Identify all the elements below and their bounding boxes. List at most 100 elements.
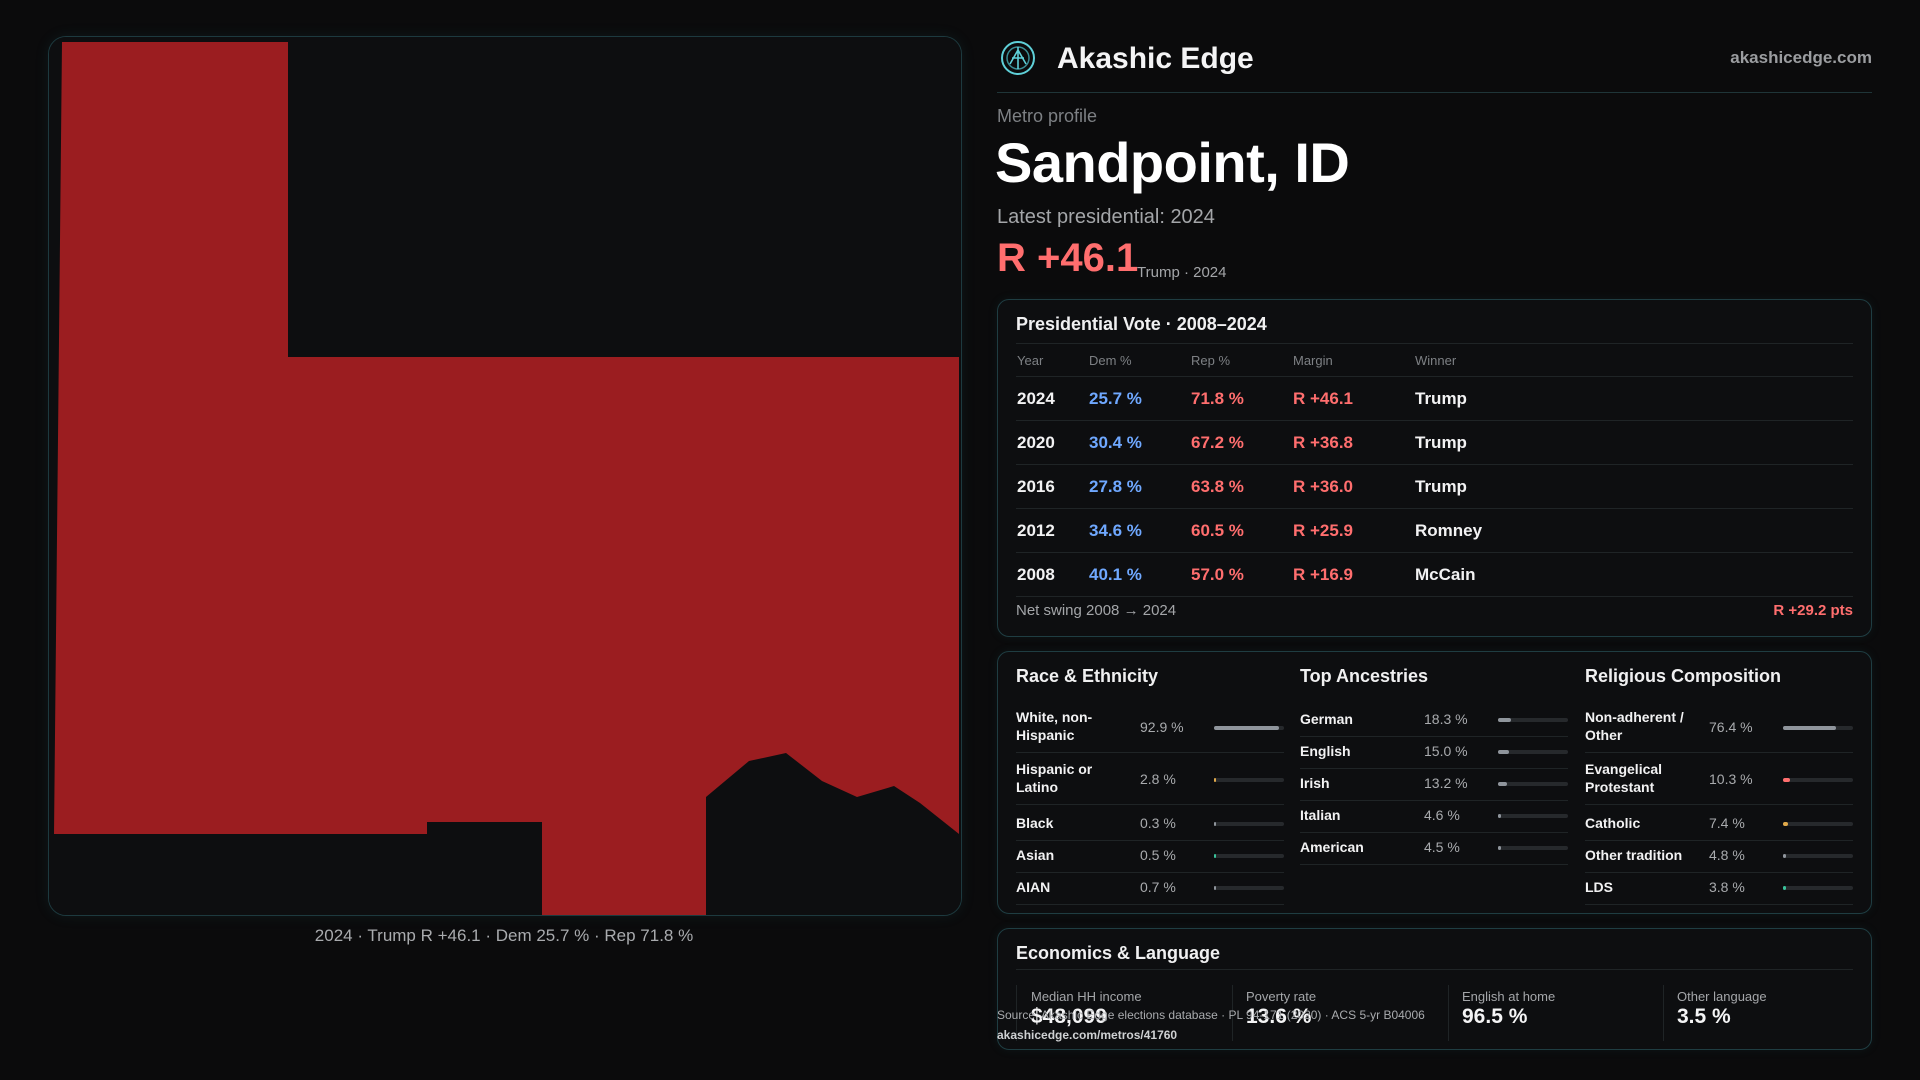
share-bar <box>1783 778 1853 782</box>
item-label: AIAN <box>1016 879 1051 895</box>
item-value: 4.5 % <box>1424 839 1460 855</box>
table-row: 2012 34.6 % 60.5 % R +25.9 Romney <box>1016 508 1853 553</box>
item-label: English <box>1300 743 1351 759</box>
share-bar <box>1214 854 1284 858</box>
page-title: Sandpoint, ID <box>995 131 1350 194</box>
list-item: AIAN 0.7 % <box>1016 872 1284 905</box>
item-label: Other tradition <box>1585 847 1683 863</box>
share-bar <box>1783 726 1853 730</box>
item-value: 3.8 % <box>1709 879 1745 895</box>
cell-year: 2012 <box>1016 508 1088 553</box>
stat-label: English at home <box>1462 989 1556 1004</box>
cell-winner: Trump <box>1414 464 1853 509</box>
map-caption: 2024 · Trump R +46.1 · Dem 25.7 % · Rep … <box>314 926 694 945</box>
table-row: 2008 40.1 % 57.0 % R +16.9 McCain <box>1016 552 1853 597</box>
share-bar <box>1498 718 1568 722</box>
net-swing-value: R +29.2 pts <box>1773 602 1853 619</box>
list-item: Evangelical Protestant 10.3 % <box>1585 756 1853 805</box>
share-bar-fill <box>1214 778 1216 782</box>
net-swing-label: Net swing 2008 → 2024 <box>1016 602 1177 619</box>
table-row: 2020 30.4 % 67.2 % R +36.8 Trump <box>1016 420 1853 465</box>
item-value: 18.3 % <box>1424 711 1468 727</box>
list-item: LDS 3.8 % <box>1585 872 1853 905</box>
akashic-edge-logo-icon <box>1001 41 1035 75</box>
item-label: Non-adherent / Other <box>1585 709 1684 743</box>
presidential-vote-card: Presidential Vote · 2008–2024 Year Dem %… <box>997 299 1872 637</box>
item-value: 0.7 % <box>1140 879 1176 895</box>
economics-card: Economics & Language Median HH income $4… <box>997 928 1872 1050</box>
cell-rep: 57.0 % <box>1190 552 1292 597</box>
item-label: Italian <box>1300 807 1341 823</box>
share-bar <box>1783 854 1853 858</box>
share-bar <box>1783 886 1853 890</box>
list-item: German 18.3 % <box>1300 704 1568 737</box>
cell-dem: 30.4 % <box>1088 420 1190 465</box>
brand-url-link[interactable]: akashicedge.com <box>1730 48 1872 67</box>
share-bar <box>1498 814 1568 818</box>
cell-margin: R +36.0 <box>1292 464 1414 509</box>
divider <box>1016 969 1853 970</box>
header-winner: Winner <box>1414 344 1853 377</box>
cell-rep: 60.5 % <box>1190 508 1292 553</box>
list-item: English 15.0 % <box>1300 736 1568 769</box>
cell-margin: R +36.8 <box>1292 420 1414 465</box>
cell-dem: 34.6 % <box>1088 508 1190 553</box>
religion-section: Religious Composition Non-adherent / Oth… <box>1585 652 1853 913</box>
item-label: White, non-Hispanic <box>1016 709 1093 743</box>
latest-margin-detail: Trump · 2024 <box>1137 264 1227 281</box>
stat-value: $48,099 <box>1031 1005 1107 1028</box>
header-margin: Margin <box>1292 344 1414 377</box>
item-value: 4.8 % <box>1709 847 1745 863</box>
cell-dem: 27.8 % <box>1088 464 1190 509</box>
item-label: Catholic <box>1585 815 1641 831</box>
list-item: White, non-Hispanic 92.9 % <box>1016 704 1284 753</box>
cell-winner: Romney <box>1414 508 1853 553</box>
divider <box>1663 985 1664 1041</box>
header-rep: Rep % <box>1190 344 1292 377</box>
share-bar-fill <box>1783 726 1837 730</box>
item-value: 4.6 % <box>1424 807 1460 823</box>
item-value: 76.4 % <box>1709 719 1753 735</box>
list-item: Non-adherent / Other 76.4 % <box>1585 704 1853 753</box>
list-item: Italian 4.6 % <box>1300 800 1568 833</box>
profile-kicker: Metro profile <box>997 106 1098 126</box>
item-value: 2.8 % <box>1140 771 1176 787</box>
share-bar <box>1214 886 1284 890</box>
cell-dem: 40.1 % <box>1088 552 1190 597</box>
stat-label: Median HH income <box>1031 989 1142 1004</box>
list-item: Catholic 7.4 % <box>1585 808 1853 841</box>
metro-map <box>48 36 962 916</box>
metro-boundary-map <box>49 37 961 915</box>
divider <box>1448 985 1449 1041</box>
metro-county-shape <box>54 42 959 915</box>
item-label: German <box>1300 711 1353 727</box>
list-item: American 4.5 % <box>1300 832 1568 865</box>
section-title: Race & Ethnicity <box>1016 666 1159 686</box>
card-title: Economics & Language <box>1016 943 1221 963</box>
item-value: 92.9 % <box>1140 719 1184 735</box>
table-row: 2016 27.8 % 63.8 % R +36.0 Trump <box>1016 464 1853 509</box>
source-text: Source: Akashic Edge elections database … <box>997 1008 1425 1022</box>
latest-election-label: Latest presidential: 2024 <box>997 206 1215 228</box>
latest-margin: R +46.1 <box>997 236 1139 280</box>
item-value: 10.3 % <box>1709 771 1753 787</box>
cell-rep: 71.8 % <box>1190 376 1292 421</box>
item-label: Black <box>1016 815 1054 831</box>
cell-winner: Trump <box>1414 376 1853 421</box>
item-value: 15.0 % <box>1424 743 1468 759</box>
share-bar-fill <box>1214 726 1280 730</box>
list-item: Black 0.3 % <box>1016 808 1284 841</box>
cell-rep: 63.8 % <box>1190 464 1292 509</box>
stat-label: Other language <box>1677 989 1767 1004</box>
section-title: Religious Composition <box>1585 666 1781 686</box>
demographics-card: Race & Ethnicity White, non-Hispanic 92.9… <box>997 651 1872 914</box>
item-value: 13.2 % <box>1424 775 1468 791</box>
item-value: 0.3 % <box>1140 815 1176 831</box>
metro-url-link[interactable]: akashicedge.com/metros/41760 <box>997 1028 1178 1042</box>
item-label: Asian <box>1016 847 1055 863</box>
stat-value: 96.5 % <box>1462 1005 1528 1028</box>
cell-year: 2016 <box>1016 464 1088 509</box>
source-footer: Source: Akashic Edge elections database … <box>997 1005 1425 1045</box>
cell-margin: R +25.9 <box>1292 508 1414 553</box>
share-bar-fill <box>1783 886 1786 890</box>
